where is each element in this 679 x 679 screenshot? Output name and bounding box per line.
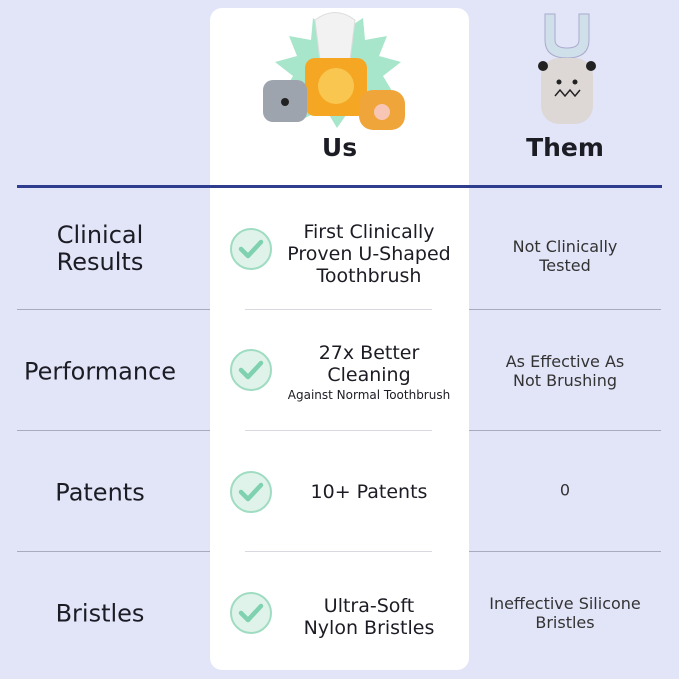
us-header: Us: [321, 133, 358, 162]
us-value: Ultra-Soft Nylon Bristles: [303, 595, 435, 639]
row-label: Performance: [23, 357, 177, 386]
check-circle-icon: [230, 471, 272, 513]
row-divider: [245, 309, 432, 310]
us-value: 27x Better Cleaning Against Normal Toothb…: [275, 342, 463, 404]
them-value: As Effective As Not Brushing: [505, 352, 625, 390]
header-divider: [17, 185, 662, 188]
them-value: Ineffective Silicone Bristles: [489, 594, 641, 632]
row-divider: [17, 430, 210, 431]
row-label: Patents: [55, 478, 145, 507]
row-divider: [245, 551, 432, 552]
us-product-image: [263, 12, 405, 130]
row-divider: [17, 551, 210, 552]
us-value-main: 27x Better Cleaning: [318, 342, 420, 386]
row-divider: [17, 309, 210, 310]
check-circle-icon: [230, 592, 272, 634]
row-label: Clinical Results: [56, 221, 144, 276]
them-product-image: [538, 13, 596, 124]
row-divider: [469, 430, 661, 431]
them-value: 0: [559, 480, 571, 500]
us-value: First Clinically Proven U-Shaped Toothbr…: [287, 221, 451, 287]
row-divider: [245, 430, 432, 431]
us-value-note: Against Normal Toothbrush: [287, 388, 451, 402]
row-label: Bristles: [55, 599, 145, 628]
them-value: Not Clinically Tested: [512, 237, 618, 275]
check-circle-icon: [230, 228, 272, 270]
them-header: Them: [526, 133, 604, 162]
row-divider: [469, 551, 661, 552]
row-divider: [469, 309, 661, 310]
us-value: 10+ Patents: [310, 481, 428, 503]
check-circle-icon: [230, 349, 272, 391]
